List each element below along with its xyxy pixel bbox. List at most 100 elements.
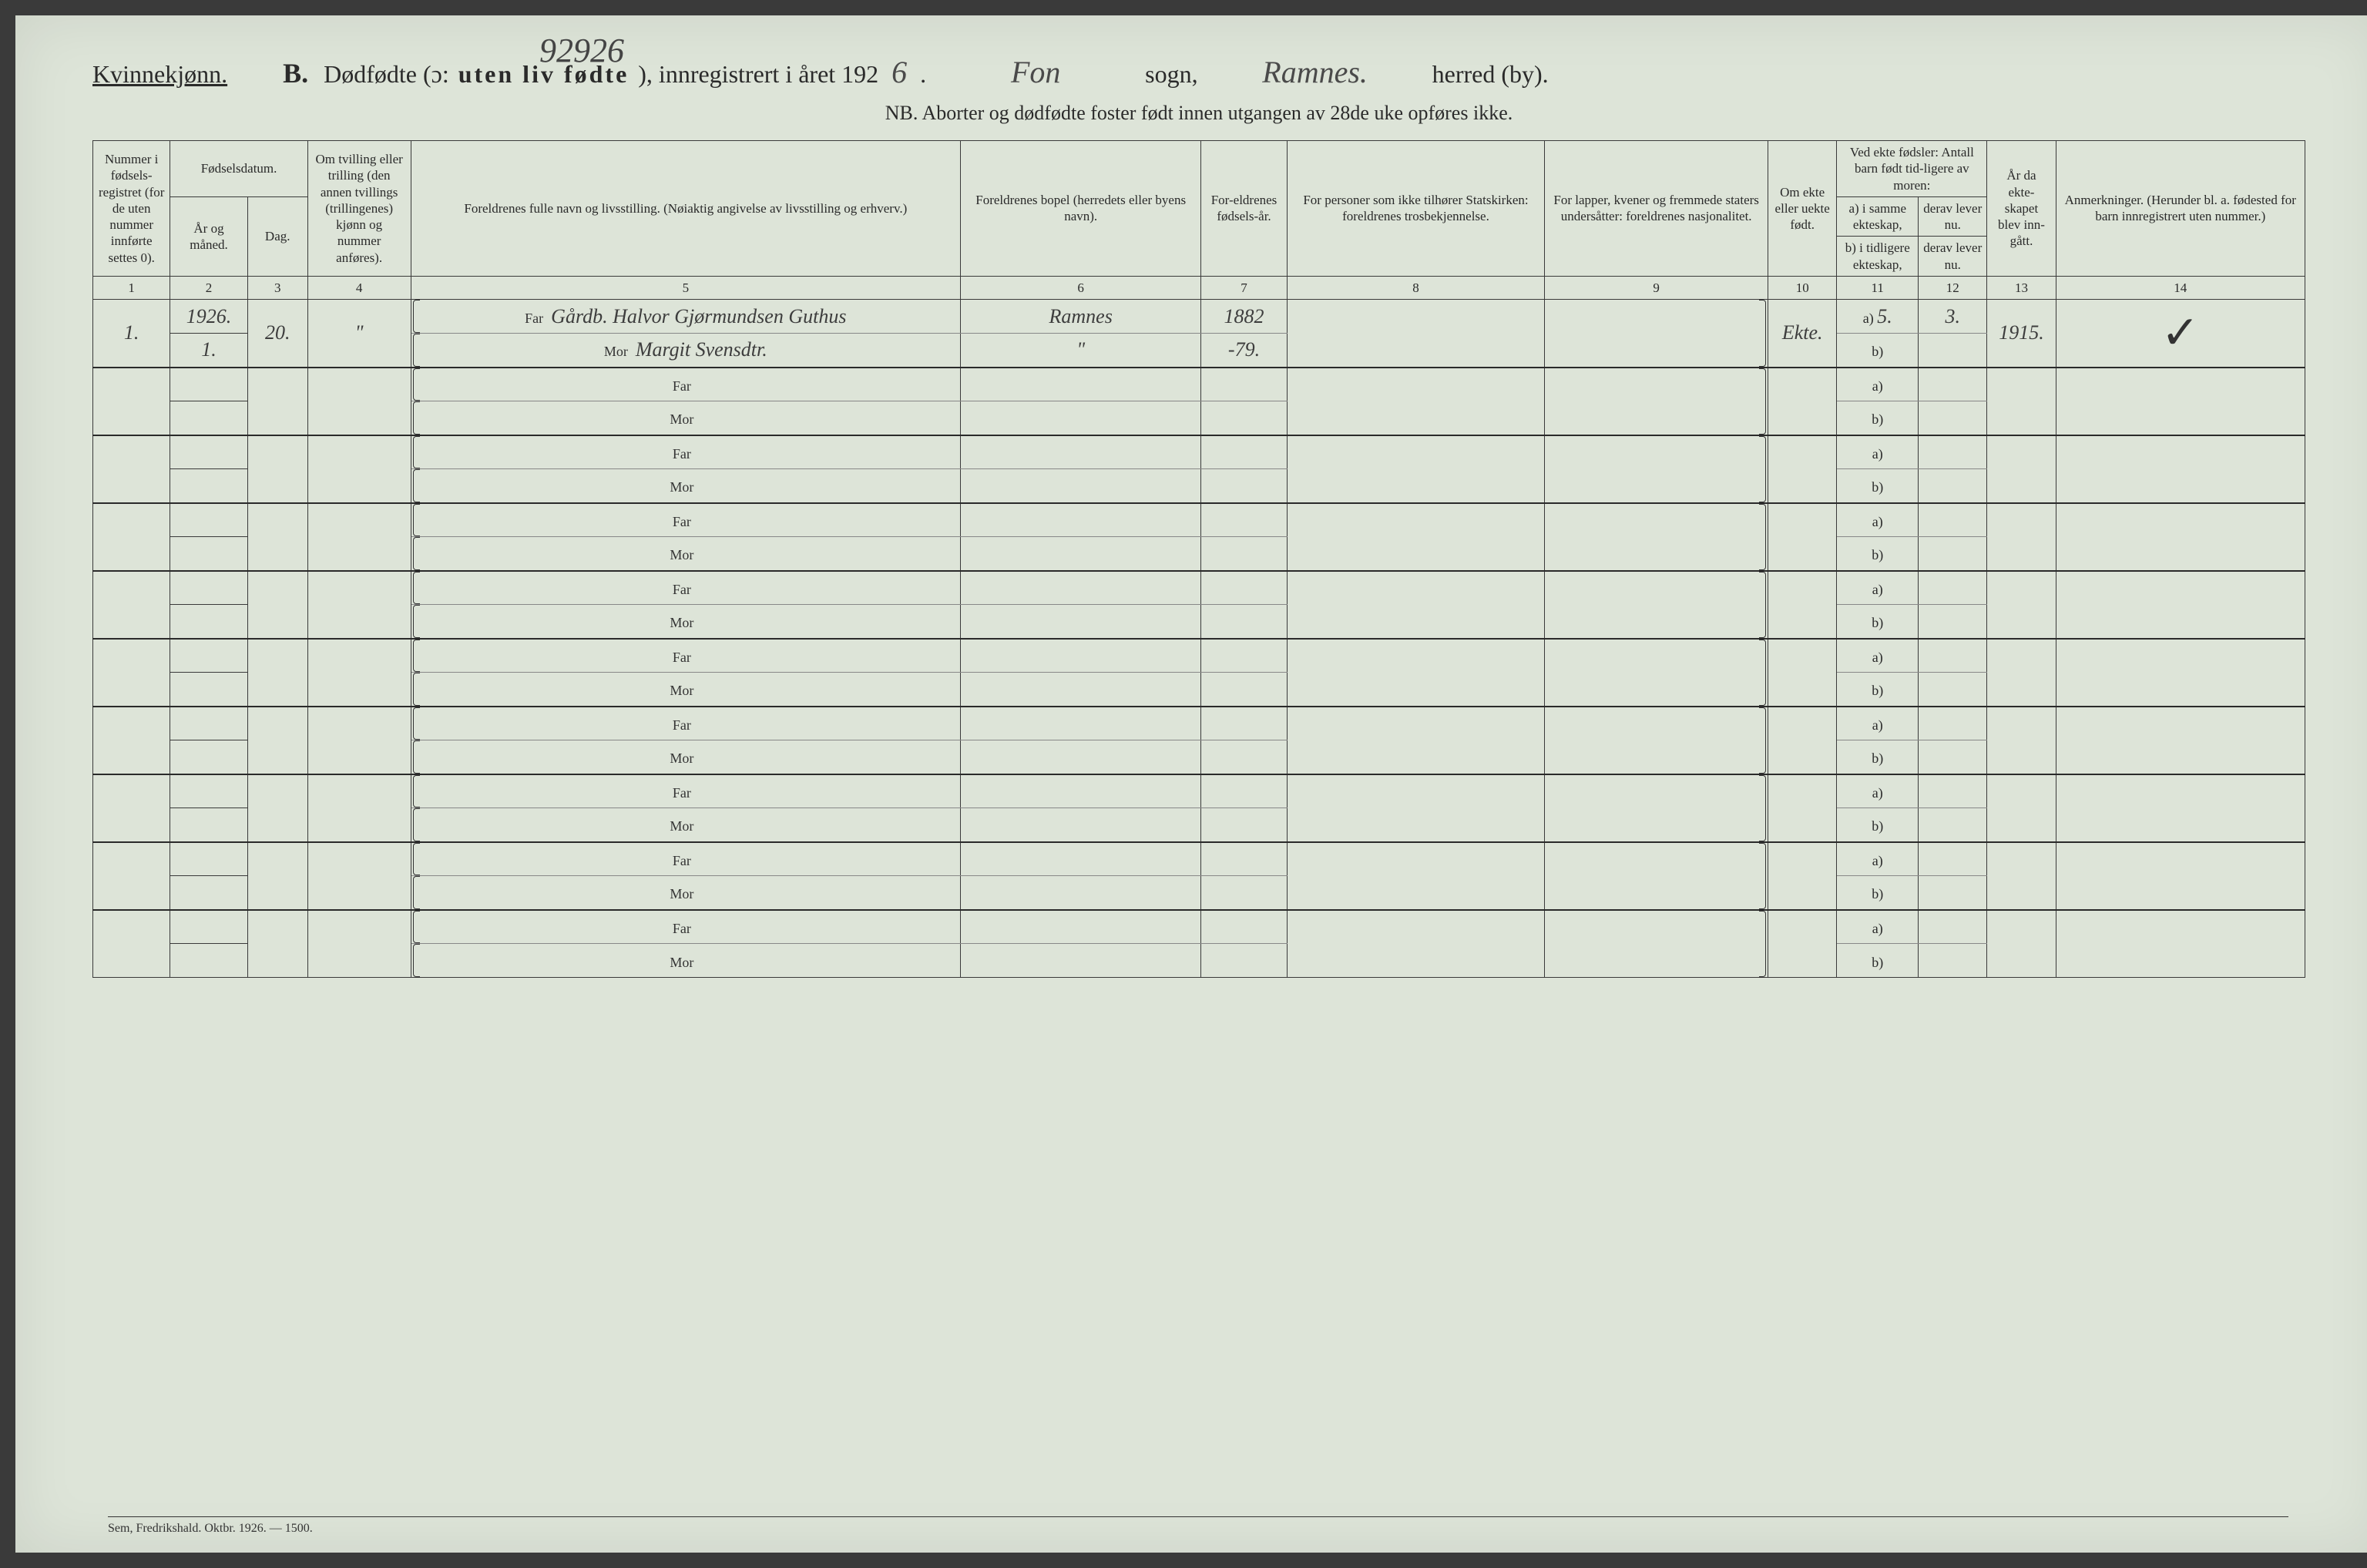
cell-num: 1. [93,300,170,368]
cell-num [93,503,170,571]
cell-far-name: Far [411,910,961,944]
cell-twin [307,435,411,503]
cell-mor-name: Mor [411,740,961,774]
cell-twin [307,639,411,707]
cell-c9 [1545,842,1768,910]
cell-c13 [1987,707,2056,774]
cell-c14 [2056,842,2305,910]
col-2-header: År og måned. [170,196,247,276]
cell-mor-bopel [961,605,1201,639]
cell-c10 [1768,639,1837,707]
cell-far-year [1201,910,1287,944]
cell-mor-year [1201,469,1287,503]
colnum-5: 5 [411,276,961,299]
cell-twin [307,707,411,774]
cell-c9 [1545,435,1768,503]
cell-c13 [1987,503,2056,571]
cell-c14 [2056,707,2305,774]
sogn-value: Fon [935,54,1136,91]
col-10-header: Om ekte eller uekte født. [1768,141,1837,277]
cell-c13: 1915. [1987,300,2056,368]
cell-far-bopel: Ramnes [961,300,1201,334]
cell-c8 [1287,910,1544,978]
cell-year-month [170,639,247,673]
table-header: Nummer i fødsels-registret (for de uten … [93,141,2305,300]
col-11b-header: b) i tidligere ekteskap, [1837,237,1919,277]
ledger-table: Nummer i fødsels-registret (for de uten … [92,140,2305,978]
cell-c14 [2056,435,2305,503]
cell-year-month [170,368,247,401]
cell-c11a: a) [1837,707,1919,740]
cell-c14 [2056,571,2305,639]
cell-mor-bopel [961,944,1201,978]
cell-mor-bopel [961,401,1201,435]
table-row: Fara) [93,774,2305,808]
cell-c13 [1987,910,2056,978]
cell-far-name: Far [411,774,961,808]
sogn-label: sogn, [1145,60,1197,89]
cell-day [247,639,307,707]
cell-year-month-2 [170,876,247,910]
col-6-header: Foreldrenes bopel (herredets eller byens… [961,141,1201,277]
cell-day [247,707,307,774]
cell-day [247,774,307,842]
cell-year-month-2 [170,740,247,774]
cell-c8 [1287,300,1544,368]
table-row: Morb) [93,673,2305,707]
colnum-13: 13 [1987,276,2056,299]
cell-c11b: b) [1837,401,1919,435]
cell-c9 [1545,300,1768,368]
table-row: Mor b) [93,401,2305,435]
colnum-7: 7 [1201,276,1287,299]
colnum-10: 10 [1768,276,1837,299]
cell-far-bopel [961,774,1201,808]
cell-c13 [1987,368,2056,435]
cell-day: 20. [247,300,307,368]
cell-c13 [1987,571,2056,639]
cell-c11b: b) [1837,605,1919,639]
table-row: Fara) [93,707,2305,740]
cell-c14: ✓ [2056,300,2305,368]
cell-c11a: a) [1837,842,1919,876]
col-11a-header: a) i samme ekteskap, [1837,196,1919,237]
year-suffix: 6 [888,54,911,91]
cell-num [93,435,170,503]
cell-c9 [1545,774,1768,842]
cell-mor-year [1201,876,1287,910]
table-row: Morb) [93,537,2305,571]
cell-mor-name: Mor [411,401,961,435]
cell-c11b: b) [1837,808,1919,842]
cell-far-bopel [961,571,1201,605]
cell-c14 [2056,503,2305,571]
table-body: 1.1926.20."FarGårdb. Halvor Gjørmundsen … [93,300,2305,978]
cell-num [93,910,170,978]
cell-year-month [170,435,247,469]
cell-far-name: Far [411,503,961,537]
cell-mor-name: MorMargit Svensdtr. [411,334,961,368]
cell-year-month: 1926. [170,300,247,334]
cell-mor-year [1201,808,1287,842]
cell-mor-bopel [961,740,1201,774]
cell-num [93,707,170,774]
cell-c10: Ekte. [1768,300,1837,368]
cell-far-bopel [961,368,1201,401]
cell-c11a: a) 5. [1837,300,1919,334]
cell-c10 [1768,910,1837,978]
cell-c11b: b) [1837,469,1919,503]
col-5-header: Foreldrenes fulle navn og livsstilling. … [411,141,961,277]
cell-far-year [1201,842,1287,876]
cell-c10 [1768,503,1837,571]
cell-c11a: a) [1837,639,1919,673]
table-row: 1.1926.20."FarGårdb. Halvor Gjørmundsen … [93,300,2305,334]
cell-mor-name: Mor [411,469,961,503]
cell-far-year [1201,707,1287,740]
cell-c11a: a) [1837,910,1919,944]
cell-c14 [2056,910,2305,978]
cell-c12b [1919,944,1987,978]
cell-c13 [1987,842,2056,910]
cell-c12a [1919,571,1987,605]
title-part-2: ), innregistrert i året 192 [638,60,878,89]
cell-far-bopel [961,503,1201,537]
colnum-8: 8 [1287,276,1544,299]
cell-mor-name: Mor [411,605,961,639]
